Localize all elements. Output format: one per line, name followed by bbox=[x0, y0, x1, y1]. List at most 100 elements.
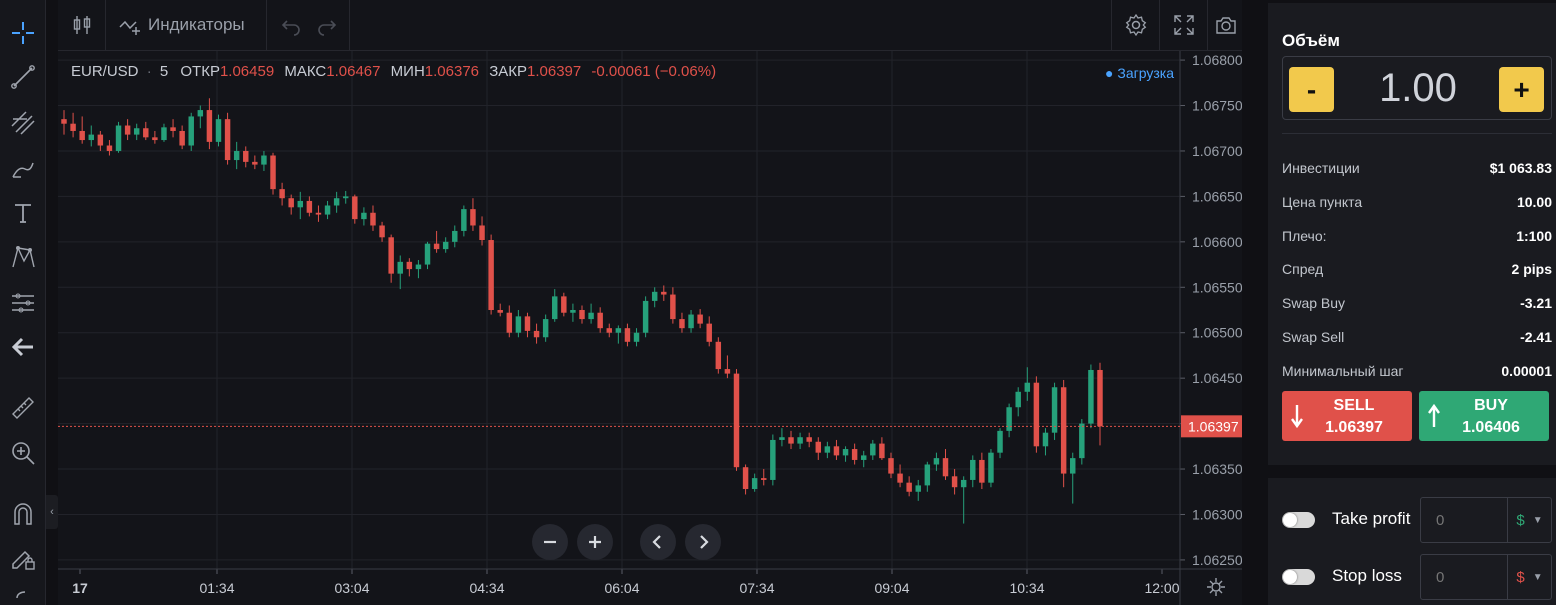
chart-type-button[interactable] bbox=[58, 0, 106, 50]
candle bbox=[1060, 379, 1067, 488]
chart-topbar: Индикаторы bbox=[58, 0, 1242, 51]
candle bbox=[1015, 387, 1021, 417]
undo-button[interactable] bbox=[268, 0, 314, 50]
take-profit-toggle[interactable] bbox=[1282, 512, 1315, 528]
candle bbox=[252, 155, 258, 170]
stat-value: 10.00 bbox=[1516, 193, 1552, 210]
candle-body bbox=[270, 155, 276, 190]
screenshot-button[interactable] bbox=[1207, 0, 1243, 50]
fullscreen-button[interactable] bbox=[1159, 0, 1207, 50]
candle-body bbox=[279, 189, 285, 199]
pattern-icon[interactable] bbox=[7, 241, 39, 273]
zoom-in-button[interactable] bbox=[577, 524, 613, 560]
buy-button[interactable]: BUY 1.06406 bbox=[1419, 391, 1549, 441]
candle-body bbox=[1033, 382, 1040, 447]
risk-panel: Take profit $ ▼ Stop loss $ ▼ bbox=[1268, 478, 1556, 605]
candle bbox=[879, 437, 885, 460]
candle bbox=[824, 441, 831, 459]
ruler-icon[interactable] bbox=[7, 392, 39, 424]
price-tick-label: 1.06600 bbox=[1192, 234, 1242, 250]
candle-body bbox=[324, 205, 331, 215]
stop-loss-input[interactable] bbox=[1420, 554, 1508, 600]
candle-body bbox=[1051, 387, 1058, 433]
price-chart[interactable]: 1.06800 1.06750 1.06700 1.06650 1.06600 1.065… bbox=[58, 51, 1242, 605]
hide-drawings-icon[interactable] bbox=[7, 582, 39, 605]
time-tick-label: 03:04 bbox=[334, 580, 369, 596]
back-arrow-icon[interactable] bbox=[7, 331, 39, 363]
volume-value[interactable]: 1.00 bbox=[1379, 66, 1457, 110]
candle bbox=[960, 476, 967, 524]
take-profit-unit-select[interactable]: $ ▼ bbox=[1507, 497, 1552, 543]
candle-body bbox=[661, 291, 667, 295]
candle-body bbox=[379, 225, 385, 238]
candle bbox=[270, 152, 276, 195]
zoom-out-button[interactable] bbox=[532, 524, 568, 560]
redo-button[interactable] bbox=[304, 0, 350, 50]
volume-minus-button[interactable]: - bbox=[1289, 67, 1334, 112]
take-profit-input[interactable] bbox=[1420, 497, 1508, 543]
price-tick-label: 1.06550 bbox=[1192, 279, 1242, 295]
candle-body bbox=[906, 482, 912, 492]
candle bbox=[388, 234, 394, 283]
scroll-left-button[interactable] bbox=[640, 524, 676, 560]
price-tick-label: 1.06350 bbox=[1192, 461, 1242, 477]
candle-body bbox=[297, 200, 304, 208]
stat-row: Минимальный шаг 0.00001 bbox=[1282, 363, 1552, 383]
measure-lines-icon[interactable] bbox=[7, 287, 39, 319]
candle bbox=[951, 469, 958, 495]
candle-body bbox=[1006, 407, 1012, 431]
candle bbox=[842, 446, 849, 462]
candle bbox=[97, 130, 104, 151]
volume-stepper[interactable]: - 1.00 + bbox=[1282, 56, 1552, 120]
stat-value: $1 063.83 bbox=[1489, 160, 1552, 176]
lock-drawing-icon[interactable] bbox=[7, 542, 39, 574]
candle-body bbox=[133, 128, 140, 135]
text-tool-icon[interactable] bbox=[7, 197, 39, 229]
candle-body bbox=[243, 150, 249, 162]
candle-body bbox=[679, 319, 685, 329]
candle bbox=[988, 449, 994, 488]
candle bbox=[815, 437, 822, 460]
buy-label: BUY bbox=[1474, 397, 1508, 414]
candle-body bbox=[470, 209, 476, 226]
collapse-toolbar-button[interactable]: ‹ bbox=[46, 495, 58, 529]
candle-body bbox=[452, 230, 458, 242]
candle bbox=[379, 221, 385, 242]
price-tick-label: 1.06750 bbox=[1192, 98, 1242, 114]
stop-loss-unit-select[interactable]: $ ▼ bbox=[1507, 554, 1552, 600]
candle-body bbox=[1042, 432, 1049, 447]
time-tick-label: 09:04 bbox=[874, 580, 909, 596]
candle-body bbox=[751, 478, 758, 490]
magnet-icon[interactable] bbox=[7, 498, 39, 530]
zoom-in-icon[interactable] bbox=[7, 437, 39, 469]
trend-line-icon[interactable] bbox=[7, 61, 39, 93]
loading-indicator: ● Загрузка bbox=[1105, 65, 1174, 81]
candle bbox=[733, 369, 740, 471]
candle-body bbox=[779, 437, 785, 440]
crosshair-icon[interactable] bbox=[7, 17, 39, 49]
candle-body bbox=[397, 261, 403, 274]
stat-label: Swap Sell bbox=[1282, 329, 1345, 345]
candle bbox=[161, 123, 167, 142]
indicators-button[interactable]: Индикаторы bbox=[107, 0, 267, 50]
candle bbox=[261, 150, 267, 171]
sell-button[interactable]: SELL 1.06397 bbox=[1282, 391, 1412, 441]
current-price-label: 1.06397 bbox=[1188, 418, 1239, 434]
settings-button[interactable] bbox=[1111, 0, 1159, 50]
candle-body bbox=[915, 485, 921, 492]
gear-icon bbox=[1125, 13, 1146, 37]
high-label: МАКС bbox=[284, 63, 327, 80]
candle-body bbox=[1097, 369, 1103, 427]
scroll-right-button[interactable] bbox=[685, 524, 721, 560]
fib-channel-icon[interactable] bbox=[7, 107, 39, 139]
stat-label: Цена пункта bbox=[1282, 193, 1363, 210]
candle-body bbox=[1015, 391, 1021, 408]
brush-icon[interactable] bbox=[7, 153, 39, 185]
candle-body bbox=[143, 128, 149, 138]
candle bbox=[333, 191, 340, 213]
candle-body bbox=[370, 212, 376, 226]
chart-area[interactable]: Индикаторы 1.06800 1.06750 1.06700 1.06650 1… bbox=[58, 0, 1242, 605]
candle-body bbox=[533, 330, 540, 338]
stop-loss-toggle[interactable] bbox=[1282, 569, 1315, 585]
volume-plus-button[interactable]: + bbox=[1499, 67, 1544, 112]
